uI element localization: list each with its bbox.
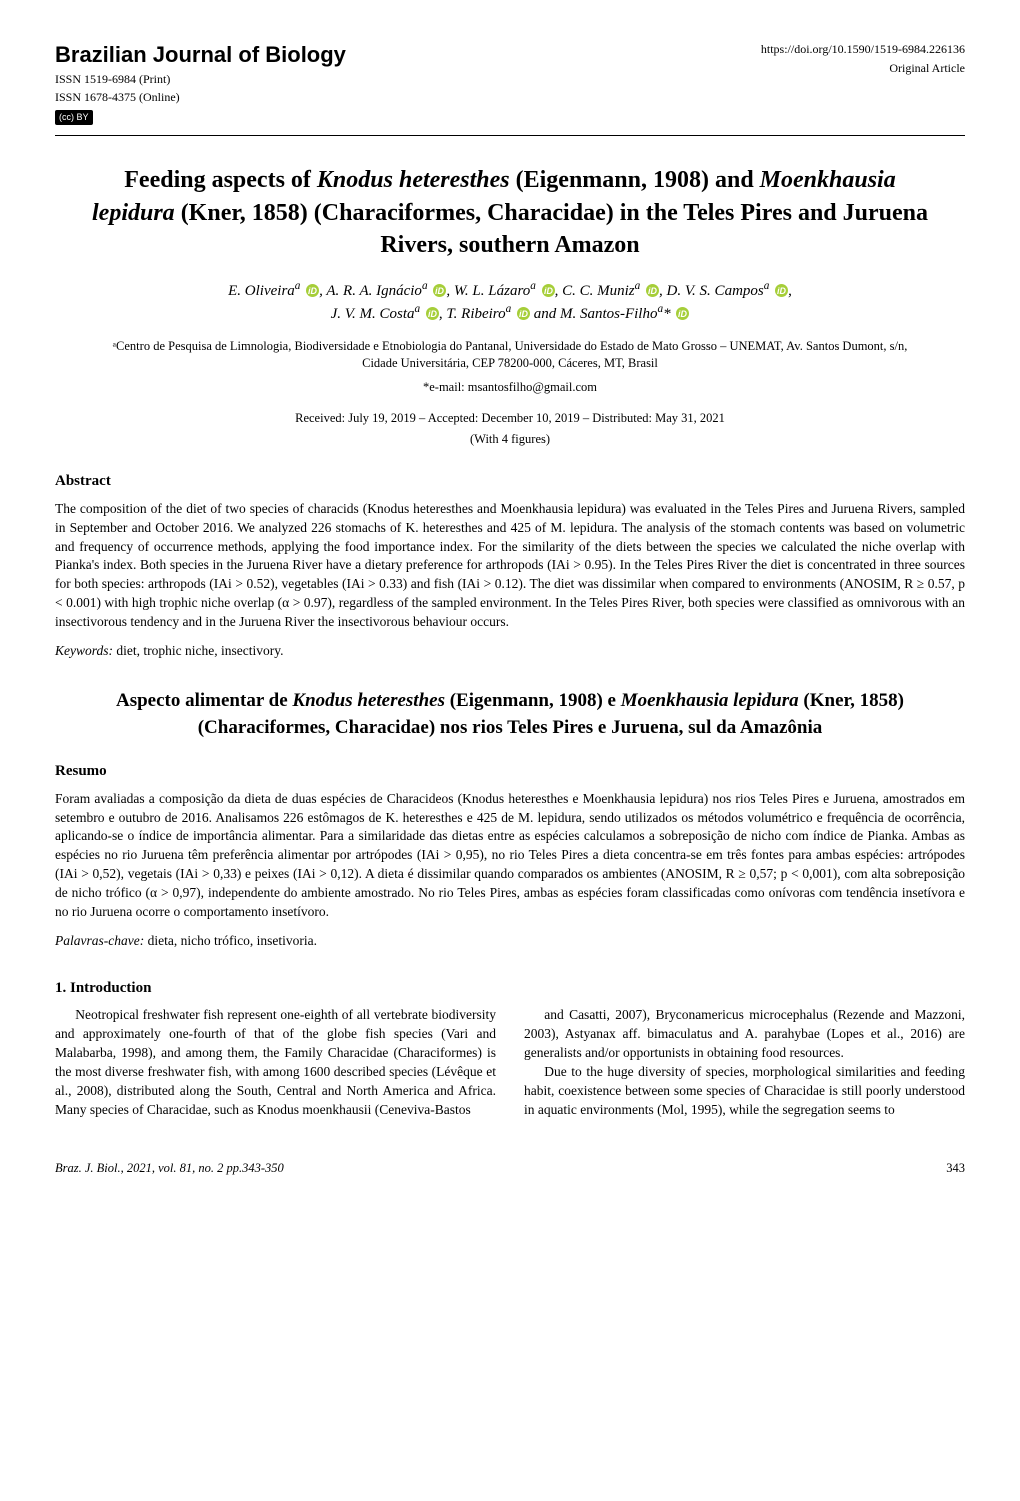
introduction-body: Neotropical freshwater fish represent on… <box>55 1006 965 1119</box>
figures-note: (With 4 figures) <box>55 431 965 448</box>
orcid-icon[interactable] <box>306 284 319 297</box>
doi-block: https://doi.org/10.1590/1519-6984.226136… <box>761 40 965 78</box>
orcid-icon[interactable] <box>676 307 689 320</box>
journal-block: Brazilian Journal of Biology ISSN 1519-6… <box>55 40 346 125</box>
orcid-icon[interactable] <box>433 284 446 297</box>
issn-online: ISSN 1678-4375 (Online) <box>55 88 346 106</box>
abstract-heading: Abstract <box>55 471 965 491</box>
keywords-label: Keywords: <box>55 643 113 658</box>
journal-title: Brazilian Journal of Biology <box>55 40 346 70</box>
orcid-icon[interactable] <box>646 284 659 297</box>
palavras-chave-value: dieta, nicho trófico, insetivoria. <box>144 933 317 948</box>
orcid-icon[interactable] <box>775 284 788 297</box>
footer: Braz. J. Biol., 2021, vol. 81, no. 2 pp.… <box>55 1160 965 1177</box>
intro-p2: and Casatti, 2007), Bryconamericus micro… <box>524 1006 965 1063</box>
affiliation: ᵃCentro de Pesquisa de Limnologia, Biodi… <box>95 338 925 373</box>
keywords-en: Keywords: diet, trophic niche, insectivo… <box>55 642 965 660</box>
introduction-section: 1. Introduction Neotropical freshwater f… <box>55 978 965 1120</box>
orcid-icon[interactable] <box>426 307 439 320</box>
corresponding-email: *e-mail: msantosfilho@gmail.com <box>55 379 965 396</box>
resumo-heading: Resumo <box>55 761 965 781</box>
intro-p1: Neotropical freshwater fish represent on… <box>55 1006 496 1119</box>
article-title-pt: Aspecto alimentar de Knodus heteresthes … <box>105 688 915 741</box>
cc-badge: (cc) BY <box>55 110 93 126</box>
keywords-pt: Palavras-chave: dieta, nicho trófico, in… <box>55 932 965 950</box>
authors: E. Oliveiraa , A. R. A. Ignácioa , W. L.… <box>55 279 965 324</box>
article-type: Original Article <box>761 59 965 78</box>
article-title-en: Feeding aspects of Knodus heteresthes (E… <box>85 164 935 261</box>
resumo-text: Foram avaliadas a composição da dieta de… <box>55 790 965 922</box>
intro-p3: Due to the huge diversity of species, mo… <box>524 1063 965 1120</box>
palavras-chave-label: Palavras-chave: <box>55 933 144 948</box>
header-row: Brazilian Journal of Biology ISSN 1519-6… <box>55 40 965 125</box>
top-rule <box>55 135 965 136</box>
issn-block: ISSN 1519-6984 (Print) ISSN 1678-4375 (O… <box>55 70 346 126</box>
dates: Received: July 19, 2019 – Accepted: Dece… <box>55 410 965 427</box>
introduction-heading: 1. Introduction <box>55 978 965 998</box>
orcid-icon[interactable] <box>517 307 530 320</box>
keywords-value: diet, trophic niche, insectivory. <box>113 643 283 658</box>
page-number: 343 <box>946 1160 965 1177</box>
abstract-text: The composition of the diet of two speci… <box>55 500 965 632</box>
doi-link[interactable]: https://doi.org/10.1590/1519-6984.226136 <box>761 40 965 59</box>
issn-print: ISSN 1519-6984 (Print) <box>55 70 346 88</box>
orcid-icon[interactable] <box>542 284 555 297</box>
footer-citation: Braz. J. Biol., 2021, vol. 81, no. 2 pp.… <box>55 1160 284 1177</box>
